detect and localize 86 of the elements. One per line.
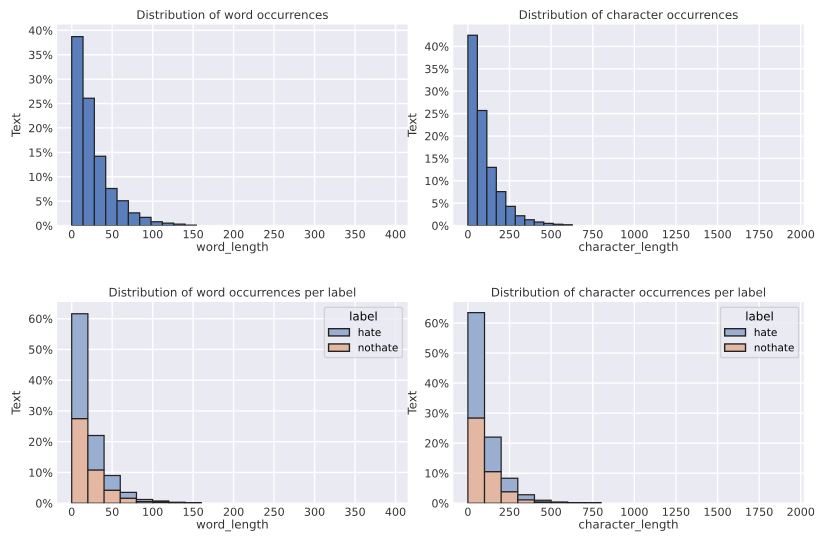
y-tick-label: 20% (29, 124, 52, 132)
chart-title: Distribution of character occurrences per label (492, 288, 766, 299)
y-tick-label: 25% (425, 110, 448, 118)
y-tick-label: 25% (29, 100, 52, 108)
y-tick-label: 40% (424, 379, 448, 388)
y-tick-label: 0% (432, 222, 448, 230)
x-tick-label: 0 (68, 508, 74, 516)
y-tick-label: 50% (425, 349, 448, 358)
x-tick-label: 500 (541, 230, 561, 238)
x-tick-label: 250 (500, 230, 520, 238)
x-tick-label: 300 (304, 230, 324, 238)
y-tick-label: 20% (425, 132, 448, 140)
y-tick-label: 35% (425, 64, 448, 74)
x-tick-label: 200 (224, 230, 244, 238)
y-tick-label: 40% (424, 42, 448, 51)
chart-title: Distribution of word occurrences (137, 10, 328, 20)
y-tick-label: 30% (29, 406, 52, 416)
y-tick-label: 0% (432, 499, 448, 508)
x-tick-label: 1250 (663, 230, 690, 238)
x-tick-label: 1250 (663, 508, 690, 516)
x-tick-label: 2000 (787, 508, 814, 516)
y-tick-label: 10% (426, 176, 448, 186)
y-tick-label: 0% (36, 222, 52, 230)
x-tick-label: 1500 (704, 508, 731, 516)
y-tick-label: 5% (36, 197, 52, 206)
x-tick-label: 2000 (787, 230, 814, 238)
x-tick-label: 500 (541, 508, 561, 516)
y-tick-label: 50% (29, 345, 52, 354)
legend-title: label (350, 311, 377, 321)
x-tick-label: 250 (264, 230, 284, 238)
y-tick-label: 20% (29, 438, 52, 446)
x-tick-label: 350 (345, 508, 365, 516)
x-tick-label: 50 (106, 508, 118, 516)
y-tick-label: 30% (29, 75, 52, 84)
x-tick-label: 400 (385, 508, 406, 516)
x-tick-label: 750 (583, 230, 603, 238)
legend-title: label (746, 311, 773, 321)
y-tick-label: 30% (425, 409, 448, 418)
x-tick-label: 0 (68, 230, 74, 238)
x-axis-title: character_length (579, 520, 678, 532)
x-tick-label: 0 (465, 230, 471, 238)
x-axis-title: word_length (196, 242, 268, 254)
x-tick-label: 300 (304, 508, 324, 516)
x-tick-label: 100 (143, 508, 163, 516)
x-axis-title: character_length (579, 242, 678, 254)
x-tick-label: 100 (143, 230, 163, 238)
y-tick-label: 10% (29, 172, 52, 182)
x-tick-label: 1750 (746, 230, 773, 238)
y-axis-title: Text (408, 113, 417, 138)
x-tick-label: 1000 (621, 230, 648, 238)
x-tick-label: 350 (345, 230, 365, 238)
y-axis-title: Text (12, 390, 20, 415)
y-tick-label: 60% (425, 319, 448, 328)
y-tick-label: 30% (425, 87, 448, 96)
y-axis-title: Text (408, 390, 417, 415)
y-tick-label: 40% (28, 26, 52, 35)
x-tick-label: 750 (583, 508, 603, 516)
y-tick-label: 10% (426, 469, 448, 478)
x-tick-label: 150 (184, 508, 203, 516)
y-tick-label: 35% (29, 50, 52, 60)
x-axis-title: word_length (196, 520, 268, 532)
y-axis-title: Text (12, 113, 20, 138)
y-tick-label: 10% (29, 468, 52, 477)
y-tick-label: 60% (29, 314, 52, 324)
legend-label: hate (754, 328, 777, 336)
legend-label: hate (358, 328, 381, 336)
legend-label: nothate (754, 343, 794, 352)
y-tick-label: 20% (425, 439, 448, 448)
y-tick-label: 15% (426, 154, 448, 163)
chart-title: Distribution of character occurrences (520, 10, 738, 20)
x-tick-label: 0 (465, 508, 471, 516)
x-tick-label: 400 (385, 230, 406, 238)
x-tick-label: 250 (264, 508, 284, 516)
x-tick-label: 1000 (621, 508, 648, 516)
x-tick-label: 150 (184, 230, 203, 238)
y-tick-label: 40% (28, 376, 52, 385)
y-tick-label: 0% (36, 499, 52, 508)
y-tick-label: 15% (29, 148, 52, 157)
x-tick-label: 1750 (746, 508, 773, 516)
chart-title: Distribution of word occurrences per label (110, 288, 356, 299)
x-tick-label: 50 (106, 230, 118, 238)
x-tick-label: 250 (500, 508, 520, 516)
legend-label: nothate (358, 343, 398, 352)
x-tick-label: 200 (224, 508, 244, 516)
x-tick-label: 1500 (704, 230, 731, 238)
y-tick-label: 5% (432, 199, 448, 208)
